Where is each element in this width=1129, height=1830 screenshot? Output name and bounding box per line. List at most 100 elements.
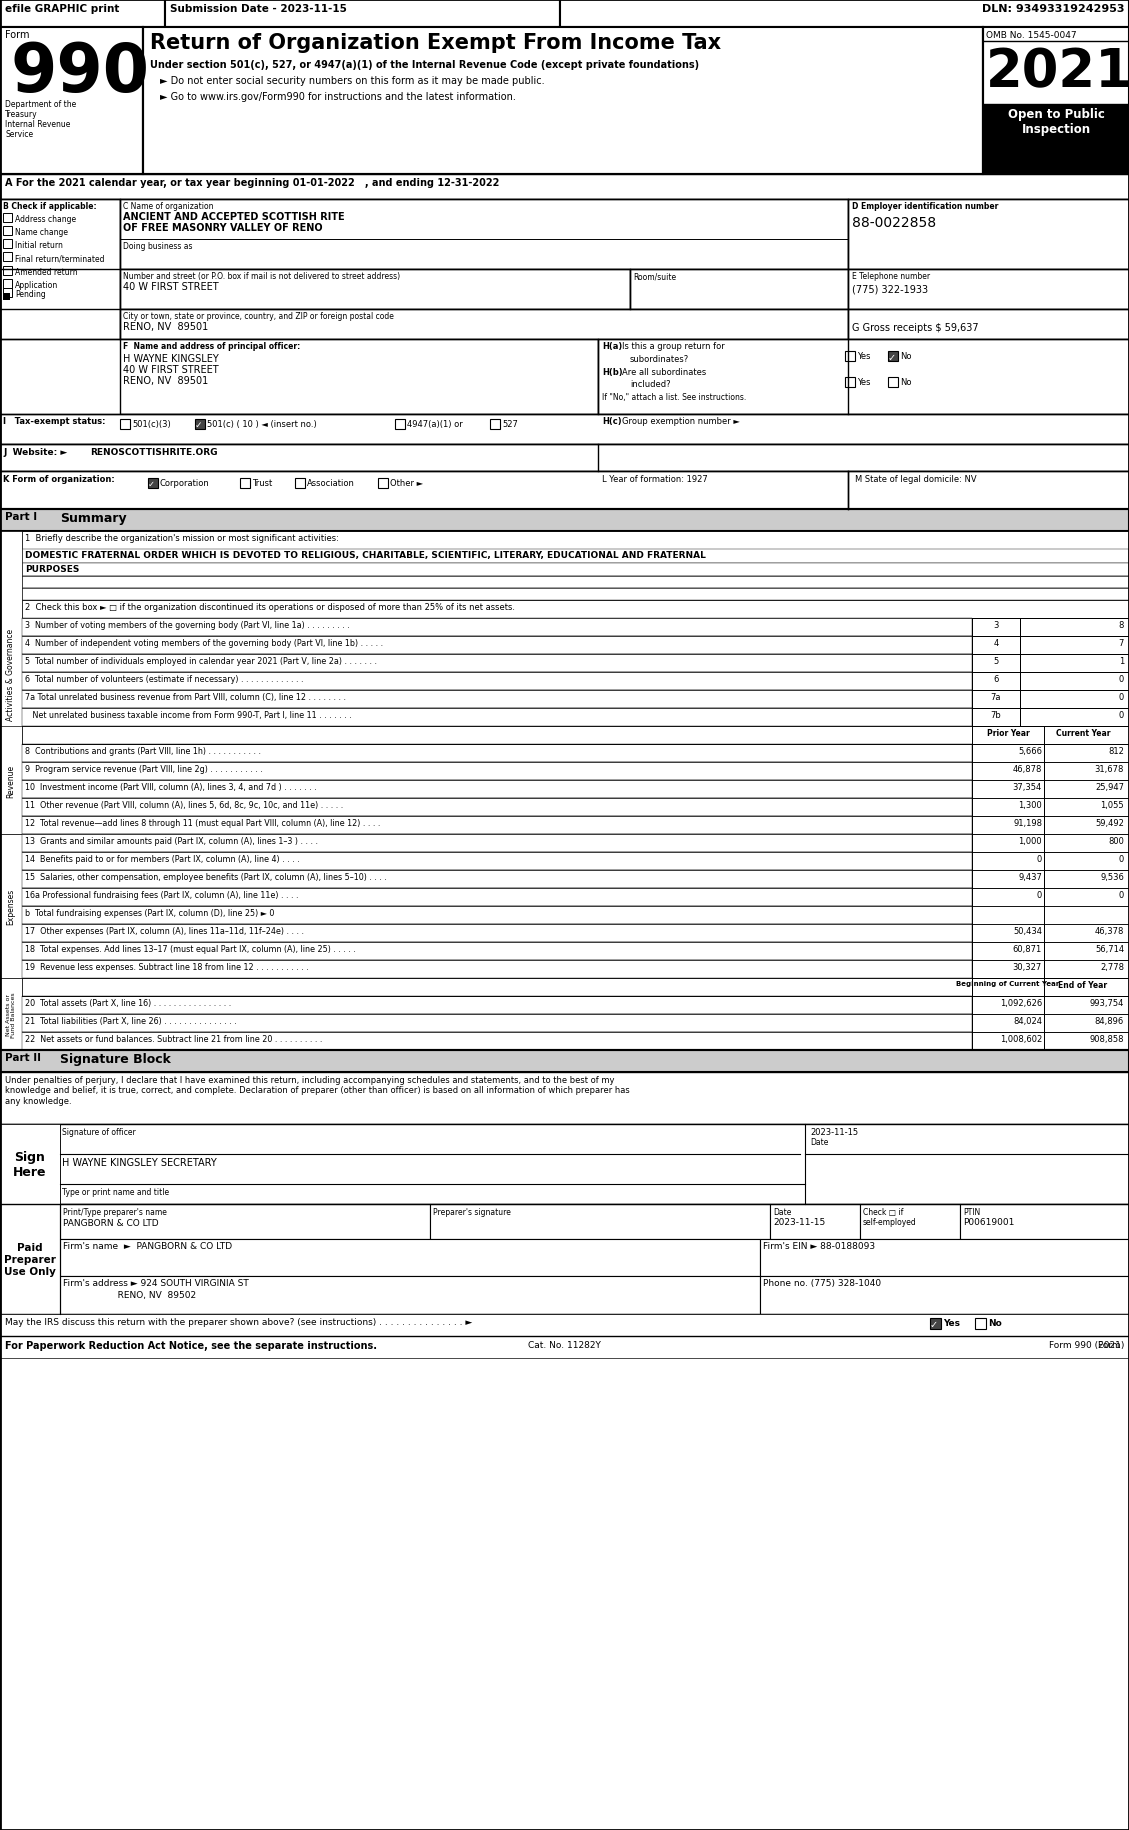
Text: Other ►: Other ► (390, 479, 423, 489)
Bar (0, 979, 21, 1050)
Text: Department of the: Department of the (5, 101, 77, 110)
Text: 21  Total liabilities (Part X, line 26) . . . . . . . . . . . . . . .: 21 Total liabilities (Part X, line 26) .… (25, 1016, 237, 1025)
Bar (120, 340, 598, 415)
Text: Final return/terminated: Final return/terminated (15, 254, 105, 264)
Text: 17  Other expenses (Part IX, column (A), lines 11a–11d, 11f–24e) . . . .: 17 Other expenses (Part IX, column (A), … (25, 926, 304, 935)
Text: 40 W FIRST STREET: 40 W FIRST STREET (123, 282, 219, 291)
Text: Phone no. (775) 328-1040: Phone no. (775) 328-1040 (763, 1279, 881, 1286)
Text: Treasury: Treasury (5, 110, 37, 119)
Text: 10  Investment income (Part VIII, column (A), lines 3, 4, and 7d ) . . . . . . .: 10 Investment income (Part VIII, column … (25, 783, 317, 792)
Text: 84,896: 84,896 (1095, 1016, 1124, 1025)
Text: J  Website: ►: J Website: ► (3, 448, 68, 458)
Bar (972, 745, 1044, 763)
Bar (983, 104, 1129, 176)
Text: Name change: Name change (15, 229, 68, 236)
Bar (21, 924, 972, 942)
Text: 9,437: 9,437 (1018, 873, 1042, 882)
Bar (844, 377, 855, 388)
Text: Type or print name and title: Type or print name and title (62, 1188, 169, 1197)
Bar (0, 0, 165, 27)
Bar (21, 1014, 972, 1032)
Text: Yes: Yes (943, 1318, 960, 1327)
Text: Association: Association (307, 479, 355, 489)
Bar (1019, 690, 1129, 708)
Bar (0, 0, 1129, 27)
Text: Submission Date - 2023-11-15: Submission Date - 2023-11-15 (170, 4, 347, 15)
Bar (0, 1204, 60, 1314)
Bar (120, 419, 130, 430)
Text: RENOSCOTTISHRITE.ORG: RENOSCOTTISHRITE.ORG (90, 448, 218, 458)
Bar (889, 351, 898, 362)
Text: Pending: Pending (15, 289, 46, 298)
Text: C Name of organization: C Name of organization (123, 201, 213, 210)
Text: PANGBORN & CO LTD: PANGBORN & CO LTD (63, 1219, 159, 1228)
Text: Summary: Summary (60, 512, 126, 525)
Text: 15  Salaries, other compensation, employee benefits (Part IX, column (A), lines : 15 Salaries, other compensation, employe… (25, 873, 387, 882)
Text: 0: 0 (1119, 855, 1124, 864)
Text: Is this a group return for: Is this a group return for (622, 342, 725, 351)
Bar (148, 479, 158, 489)
Text: Doing business as: Doing business as (123, 242, 193, 251)
Text: 0: 0 (1119, 692, 1124, 701)
Bar (490, 419, 500, 430)
Text: 8: 8 (1119, 620, 1124, 630)
Text: 0: 0 (1119, 675, 1124, 684)
Bar (848, 199, 1129, 269)
Text: 91,198: 91,198 (1013, 818, 1042, 827)
Bar (1044, 781, 1129, 798)
Bar (0, 727, 21, 834)
Bar (21, 533, 1129, 549)
Text: No: No (900, 377, 911, 386)
Bar (295, 479, 305, 489)
Text: 13  Grants and similar amounts paid (Part IX, column (A), lines 1–3 ) . . . .: 13 Grants and similar amounts paid (Part… (25, 836, 318, 845)
Bar (21, 763, 972, 781)
Bar (770, 1204, 860, 1239)
Text: 46,878: 46,878 (1013, 765, 1042, 774)
Text: 84,024: 84,024 (1013, 1016, 1042, 1025)
Text: 1,300: 1,300 (1018, 800, 1042, 809)
Bar (975, 1318, 986, 1329)
Text: Beginning of Current Year: Beginning of Current Year (956, 981, 1060, 986)
Text: Group exemption number ►: Group exemption number ► (622, 417, 739, 426)
Text: D Employer identification number: D Employer identification number (852, 201, 998, 210)
Bar (0, 445, 1129, 472)
Bar (972, 798, 1044, 816)
Text: ✓: ✓ (930, 1319, 938, 1329)
Text: Paid
Preparer
Use Only: Paid Preparer Use Only (5, 1243, 56, 1276)
Text: Return of Organization Exempt From Income Tax: Return of Organization Exempt From Incom… (150, 33, 721, 53)
Bar (120, 269, 630, 309)
Bar (0, 415, 1129, 445)
Text: 46,378: 46,378 (1095, 926, 1124, 935)
Text: 7a: 7a (991, 692, 1001, 701)
Text: 30,327: 30,327 (1013, 963, 1042, 972)
Text: 2,778: 2,778 (1100, 963, 1124, 972)
Bar (972, 961, 1044, 979)
Text: Cat. No. 11282Y: Cat. No. 11282Y (527, 1340, 601, 1349)
Text: Number and street (or P.O. box if mail is not delivered to street address): Number and street (or P.O. box if mail i… (123, 273, 400, 280)
Bar (972, 619, 1019, 637)
Text: 0: 0 (1119, 891, 1124, 900)
Text: 59,492: 59,492 (1095, 818, 1124, 827)
Text: B Check if applicable:: B Check if applicable: (3, 201, 97, 210)
Text: 16a Professional fundraising fees (Part IX, column (A), line 11e) . . . .: 16a Professional fundraising fees (Part … (25, 891, 298, 900)
Bar (21, 745, 972, 763)
Bar (630, 269, 848, 309)
Bar (1044, 997, 1129, 1014)
Bar (21, 834, 972, 853)
Bar (1019, 673, 1129, 690)
Text: F  Name and address of principal officer:: F Name and address of principal officer: (123, 342, 300, 351)
Text: P00619001: P00619001 (963, 1217, 1014, 1226)
Text: Yes: Yes (857, 377, 870, 386)
Bar (3, 214, 12, 223)
Bar (0, 1314, 1129, 1336)
Text: 1,008,602: 1,008,602 (1000, 1034, 1042, 1043)
Text: DLN: 93493319242953: DLN: 93493319242953 (981, 4, 1124, 15)
Bar (21, 549, 1129, 564)
Bar (3, 227, 12, 236)
Text: 2023-11-15: 2023-11-15 (809, 1127, 858, 1136)
Bar (560, 0, 1129, 27)
Bar (21, 906, 972, 924)
Text: 2  Check this box ► □ if the organization discontinued its operations or dispose: 2 Check this box ► □ if the organization… (25, 602, 515, 611)
Bar (21, 576, 1129, 589)
Text: 1,055: 1,055 (1101, 800, 1124, 809)
